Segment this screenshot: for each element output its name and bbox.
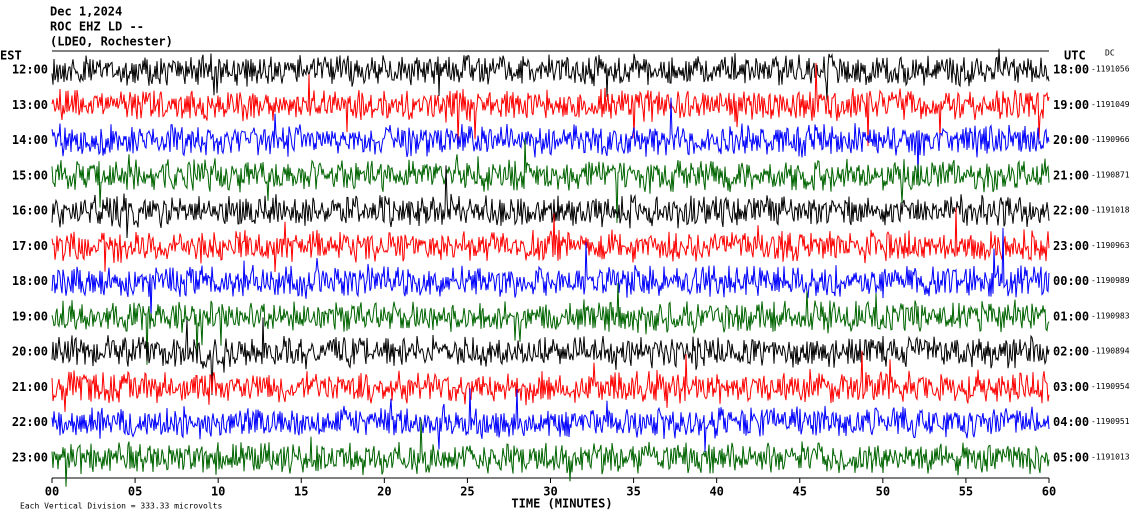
dc-offset: -1190954 [1091, 382, 1130, 391]
title-line: ROC EHZ LD -- [50, 20, 144, 34]
x-tick-label: 20 [377, 485, 391, 499]
trace [51, 227, 1050, 319]
trace [51, 207, 1050, 273]
x-tick-label: 30 [543, 485, 557, 499]
right-time-label: 18:00 [1053, 63, 1089, 77]
left-time-label: 21:00 [12, 380, 48, 394]
x-tick-label: 60 [1042, 485, 1056, 499]
dc-offset: -1190871 [1091, 170, 1130, 179]
right-time-label: 22:00 [1053, 204, 1089, 218]
x-tick-label: 55 [959, 485, 973, 499]
dc-offset: -1190951 [1091, 417, 1130, 426]
dc-offset: -1191013 [1091, 452, 1130, 461]
trace [51, 317, 1050, 396]
x-tick-label: 15 [294, 485, 308, 499]
dc-offset: -1190963 [1091, 241, 1130, 250]
left-time-label: 15:00 [12, 168, 48, 182]
trace [51, 282, 1050, 365]
footnote: Each Vertical Division = 333.33 microvol… [20, 502, 222, 511]
left-time-label: 22:00 [12, 415, 48, 429]
left-zone: EST [0, 49, 22, 63]
right-time-label: 19:00 [1053, 98, 1089, 112]
trace [51, 165, 1050, 239]
x-tick-label: 00 [45, 485, 59, 499]
title-line: (LDEO, Rochester) [50, 35, 173, 49]
right-zone: UTC [1064, 49, 1086, 63]
left-time-label: 13:00 [12, 98, 48, 112]
trace [51, 350, 1050, 412]
dc-offset: -1190989 [1091, 276, 1130, 285]
x-tick-label: 40 [709, 485, 723, 499]
right-time-label: 05:00 [1053, 450, 1089, 464]
right-time-label: 01:00 [1053, 309, 1089, 323]
right-time-label: 20:00 [1053, 133, 1089, 147]
dc-offset: -1190894 [1091, 347, 1130, 356]
x-tick-label: 50 [876, 485, 890, 499]
dc-offset: -1191049 [1091, 100, 1130, 109]
x-tick-label: 45 [793, 485, 807, 499]
title-line: Dec 1,2024 [50, 5, 122, 19]
dc-offset: -1191018 [1091, 206, 1130, 215]
trace [51, 62, 1050, 147]
left-time-label: 19:00 [12, 309, 48, 323]
trace [51, 97, 1050, 178]
right-time-label: 00:00 [1053, 274, 1089, 288]
left-time-label: 14:00 [12, 133, 48, 147]
dc-offset: -1191056 [1091, 65, 1130, 74]
x-axis-label: TIME (MINUTES) [511, 497, 612, 511]
x-tick-label: 10 [211, 485, 225, 499]
x-tick-label: 35 [626, 485, 640, 499]
x-tick-label: 05 [128, 485, 142, 499]
left-time-label: 12:00 [12, 63, 48, 77]
dc-offset: -1190966 [1091, 135, 1130, 144]
left-time-label: 23:00 [12, 450, 48, 464]
right-time-label: 04:00 [1053, 415, 1089, 429]
right-time-label: 02:00 [1053, 345, 1089, 359]
right-time-label: 03:00 [1053, 380, 1089, 394]
x-tick-label: 25 [460, 485, 474, 499]
right-time-label: 21:00 [1053, 168, 1089, 182]
trace [51, 138, 1050, 223]
left-time-label: 20:00 [12, 345, 48, 359]
left-time-label: 18:00 [12, 274, 48, 288]
trace [51, 48, 1050, 101]
left-time-label: 16:00 [12, 204, 48, 218]
trace [51, 388, 1050, 452]
right-time-label: 23:00 [1053, 239, 1089, 253]
offset-header: DC [1105, 49, 1115, 58]
trace [51, 418, 1050, 487]
left-time-label: 17:00 [12, 239, 48, 253]
dc-offset: -1190983 [1091, 311, 1130, 320]
